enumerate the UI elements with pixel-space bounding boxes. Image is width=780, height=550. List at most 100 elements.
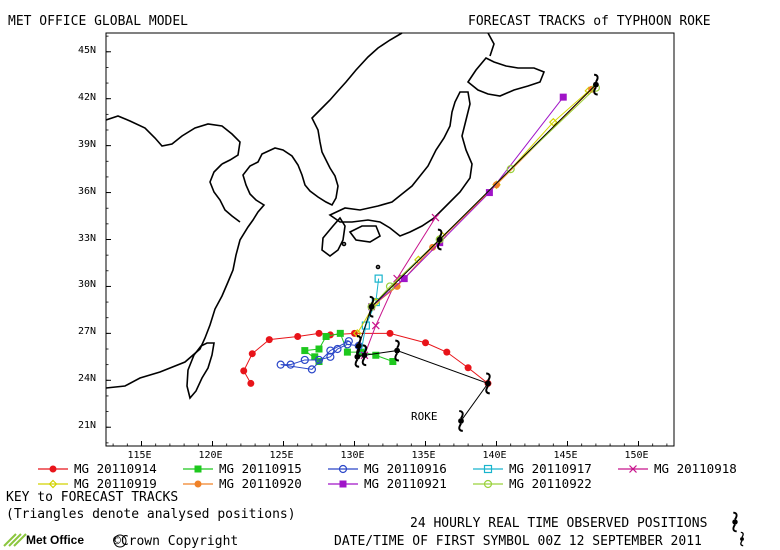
cyclone-symbol-icon xyxy=(458,410,464,432)
cyclone-symbol-icon xyxy=(394,339,400,362)
forecast-track-point xyxy=(326,346,335,355)
forecast-track-point xyxy=(389,358,397,366)
axis-ticks xyxy=(106,35,668,446)
forecast-track-point xyxy=(506,165,515,174)
forecast-track-point xyxy=(343,348,351,356)
forecast-track-point xyxy=(314,355,324,365)
key-title: KEY to FORECAST TRACKS xyxy=(6,490,179,505)
forecast-track-point xyxy=(276,360,285,369)
lon-tick-label: 115E xyxy=(127,450,152,461)
storm-name-label: ROKE xyxy=(411,410,438,423)
cyclone-symbol-icon xyxy=(485,372,491,395)
forecast-track-point xyxy=(548,117,558,127)
legend-item-label: MG 20110921 xyxy=(364,476,447,491)
lat-tick-label: 27N xyxy=(78,326,97,338)
forecast-track-point xyxy=(385,282,395,291)
legend-item-label: MG 20110922 xyxy=(509,476,592,491)
forecast-track-point xyxy=(322,332,330,340)
forecast-track-point xyxy=(336,329,344,337)
forecast-track-point xyxy=(372,351,380,359)
legend-marker xyxy=(49,465,57,473)
cyclone-symbol-icon xyxy=(593,73,599,96)
forecast-track-point xyxy=(393,282,401,290)
cyclone-symbol-icon xyxy=(355,334,362,357)
lat-tick-label: 45N xyxy=(78,44,97,56)
forecast-track-point xyxy=(393,274,402,283)
forecast-track-point xyxy=(247,379,255,387)
chart-title: FORECAST TRACKS of TYPHOON ROKE xyxy=(468,14,711,29)
forecast-track-point xyxy=(248,350,256,358)
legend-markers xyxy=(38,464,648,489)
observed-positions-label: 24 HOURLY REAL TIME OBSERVED POSITIONS xyxy=(410,516,708,531)
legend-marker xyxy=(338,464,348,474)
observed-positions xyxy=(354,73,599,432)
forecast-track-point xyxy=(386,329,394,337)
forecast-track-point xyxy=(429,243,437,251)
lon-tick-label: 145E xyxy=(553,450,578,461)
lat-tick-label: 21N xyxy=(78,420,97,432)
lon-tick-label: 140E xyxy=(482,450,507,461)
legend-item-label: MG 20110917 xyxy=(509,461,592,476)
model-title: MET OFFICE GLOBAL MODEL xyxy=(8,14,189,29)
copyright-symbol-icon xyxy=(113,534,127,548)
lat-tick-label: 36N xyxy=(78,185,97,197)
cyclone-symbol-icon xyxy=(740,531,744,547)
forecast-track-point xyxy=(443,348,451,356)
legend-marker xyxy=(194,480,202,488)
legend-marker xyxy=(483,479,493,489)
legend-item-label: MG 20110918 xyxy=(654,461,737,476)
first-symbol-datetime: DATE/TIME OF FIRST SYMBOL 00Z 12 SEPTEMB… xyxy=(334,534,702,549)
lon-tick-label: 120E xyxy=(198,450,223,461)
forecast-track-point xyxy=(400,275,408,283)
forecast-track-point xyxy=(265,336,273,344)
forecast-track-point xyxy=(315,329,323,337)
forecast-track-point xyxy=(240,367,248,375)
forecast-track-point xyxy=(485,189,493,197)
legend-marker xyxy=(483,464,493,474)
lon-tick-label: 150E xyxy=(624,450,649,461)
forecast-track-point xyxy=(431,213,440,222)
cyclone-symbol-icon xyxy=(361,344,368,367)
cyclone-symbol-icon xyxy=(732,511,744,547)
copyright-text: ©Crown Copyright xyxy=(113,534,239,549)
forecast-track-line xyxy=(361,278,380,350)
forecast-track-point xyxy=(286,360,295,369)
legend-item-label: MG 20110919 xyxy=(74,476,157,491)
forecast-track-point xyxy=(307,365,316,374)
lon-tick-label: 130E xyxy=(340,450,365,461)
lon-tick-label: 125E xyxy=(269,450,294,461)
lat-tick-label: 24N xyxy=(78,373,97,385)
legend-item-label: MG 20110914 xyxy=(74,461,157,476)
lat-tick-label: 33N xyxy=(78,232,97,244)
legend-marker xyxy=(629,465,637,473)
met-office-logo-icon xyxy=(3,533,27,547)
forecast-track-point xyxy=(493,181,500,189)
forecast-track-point xyxy=(371,321,380,330)
lat-tick-label: 39N xyxy=(78,138,97,150)
forecast-track-point xyxy=(374,274,383,283)
lat-tick-label: 42N xyxy=(78,91,97,103)
met-office-logo-text: Met Office xyxy=(26,533,85,547)
lat-tick-label: 30N xyxy=(78,279,97,291)
cyclone-symbol-icon xyxy=(436,228,443,251)
forecast-track-point xyxy=(301,347,309,355)
legend-marker xyxy=(48,479,58,489)
legend-item-label: MG 20110915 xyxy=(219,461,302,476)
forecast-track-point xyxy=(559,93,567,101)
forecast-track-point xyxy=(344,337,353,346)
key-note: (Triangles denote analysed positions) xyxy=(6,507,296,522)
forecast-track-point xyxy=(315,345,323,353)
legend-marker xyxy=(194,465,202,473)
cyclone-symbol-icon xyxy=(368,295,375,318)
forecast-track-point xyxy=(300,355,309,365)
legend-marker xyxy=(339,480,347,488)
forecast-track-point xyxy=(422,339,429,347)
lon-tick-label: 135E xyxy=(411,450,436,461)
cyclone-symbol-icon xyxy=(732,511,738,533)
forecast-track-line xyxy=(363,217,436,356)
legend-item-label: MG 20110916 xyxy=(364,461,447,476)
legend-item-label: MG 20110920 xyxy=(219,476,302,491)
forecast-track-point xyxy=(326,352,335,361)
forecast-track-point xyxy=(464,364,472,372)
